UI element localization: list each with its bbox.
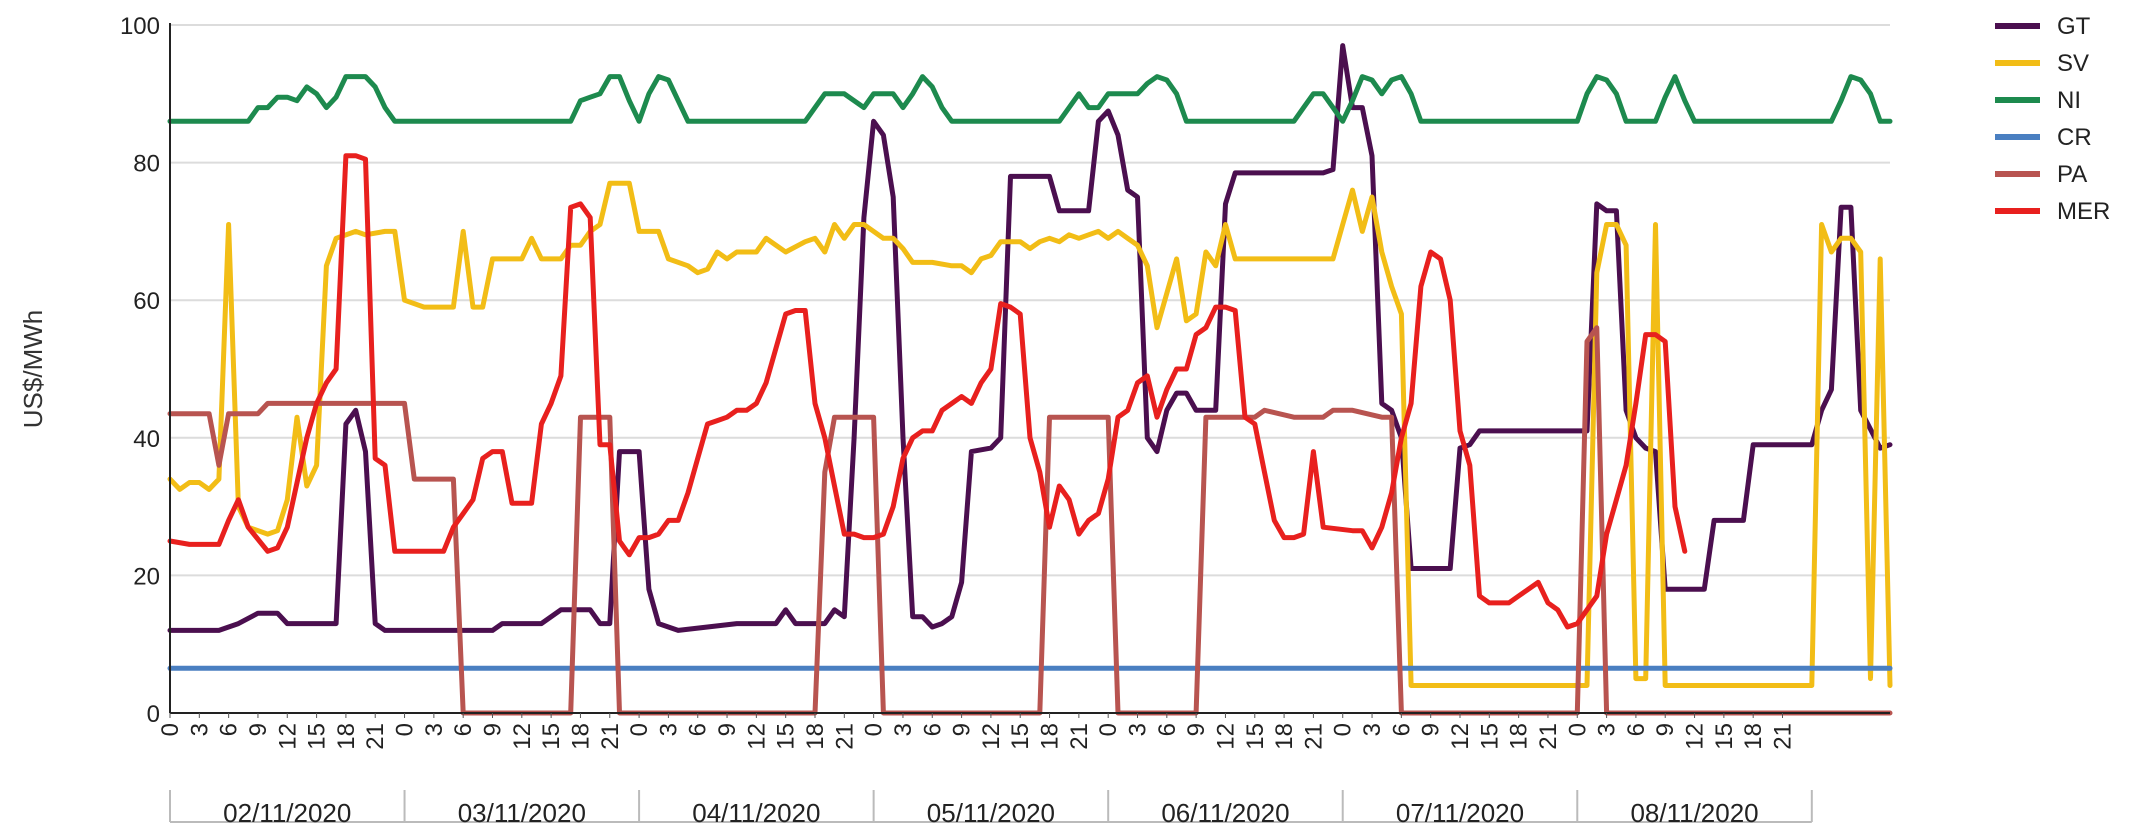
y-axis-ticks: 0 20 40 60 80 100 [120,13,160,728]
day-label: 06/11/2020 [1161,798,1289,828]
series-line-ni [167,74,1893,124]
y-tick-label: 20 [133,563,160,590]
x-tick-label: 9 [949,723,976,736]
y-tick-label: 40 [133,426,160,453]
x-tick-label: 0 [1330,723,1357,736]
x-tick-label: 21 [1770,723,1797,750]
y-tick-label: 80 [133,151,160,178]
y-tick-label: 60 [133,288,160,315]
x-axis-hour-ticks: 0 3 6 9 12 15 18 21 0 3 6 9 12 15 18 21 0 3 6 9 12 15 18 21 0 3 6 9… [157,713,1797,750]
legend-label-gt: GT [2057,13,2091,40]
x-tick-label: 12 [274,723,301,750]
legend: GT SV NI CR PA MER [1995,13,2110,225]
x-tick-label: 12 [978,723,1005,750]
series-line-gt [167,43,1893,633]
x-tick-label: 21 [362,723,389,750]
x-tick-label: 15 [773,723,800,750]
x-tick-label: 18 [802,723,829,750]
x-tick-label: 9 [1652,723,1679,736]
legend-label-mer: MER [2057,198,2110,225]
x-tick-label: 3 [655,723,682,736]
x-tick-label: 0 [1564,723,1591,736]
x-axis-day-labels: 02/11/2020 03/11/2020 04/11/2020 05/11/2020… [169,790,1813,828]
x-tick-label: 9 [1183,723,1210,736]
x-tick-label: 15 [538,723,565,750]
day-label: 04/11/2020 [692,798,820,828]
x-tick-label: 3 [1359,723,1386,736]
x-tick-label: 18 [1506,723,1533,750]
x-tick-label: 6 [216,723,243,736]
x-tick-label: 15 [1711,723,1738,750]
x-tick-label: 18 [1037,723,1064,750]
day-label: 03/11/2020 [458,798,586,828]
x-tick-label: 18 [1740,723,1767,750]
series-line-mer [167,153,1688,630]
x-tick-label: 3 [186,723,213,736]
x-tick-label: 0 [626,723,653,736]
x-tick-label: 15 [1007,723,1034,750]
x-tick-label: 21 [597,723,624,750]
x-tick-label: 15 [1242,723,1269,750]
x-tick-label: 6 [1623,723,1650,736]
day-label: 08/11/2020 [1630,798,1758,828]
x-tick-label: 6 [919,723,946,736]
x-tick-label: 15 [304,723,331,750]
day-label: 07/11/2020 [1396,798,1524,828]
x-tick-label: 6 [1388,723,1415,736]
x-tick-label: 3 [1594,723,1621,736]
x-tick-label: 3 [890,723,917,736]
y-tick-label: 0 [147,701,160,728]
x-tick-label: 0 [861,723,888,736]
x-tick-label: 12 [1447,723,1474,750]
x-tick-label: 9 [245,723,272,736]
x-tick-label: 12 [1682,723,1709,750]
x-tick-label: 21 [1300,723,1327,750]
day-label: 02/11/2020 [223,798,351,828]
x-tick-label: 21 [831,723,858,750]
x-tick-label: 6 [1154,723,1181,736]
x-tick-label: 9 [1418,723,1445,736]
y-tick-label: 100 [120,13,160,40]
x-tick-label: 6 [685,723,712,736]
x-tick-label: 21 [1535,723,1562,750]
x-tick-label: 12 [743,723,770,750]
x-tick-label: 0 [392,723,419,736]
legend-label-ni: NI [2057,87,2081,114]
series-lines [167,43,1893,716]
legend-label-cr: CR [2057,124,2092,151]
x-tick-label: 18 [1271,723,1298,750]
x-tick-label: 3 [421,723,448,736]
x-tick-label: 3 [1125,723,1152,736]
x-tick-label: 0 [1095,723,1122,736]
legend-label-sv: SV [2057,50,2089,77]
x-tick-label: 18 [567,723,594,750]
x-tick-label: 18 [333,723,360,750]
x-tick-label: 9 [714,723,741,736]
x-tick-label: 12 [509,723,536,750]
x-tick-label: 6 [450,723,477,736]
legend-label-pa: PA [2057,161,2087,188]
x-tick-label: 0 [157,723,184,736]
day-label: 05/11/2020 [927,798,1055,828]
x-tick-label: 15 [1476,723,1503,750]
x-tick-label: 12 [1212,723,1239,750]
axes [169,23,1890,714]
x-tick-label: 9 [480,723,507,736]
x-tick-label: 21 [1066,723,1093,750]
series-line-sv [167,180,1893,688]
y-axis-label: US$/MWh [18,310,48,428]
